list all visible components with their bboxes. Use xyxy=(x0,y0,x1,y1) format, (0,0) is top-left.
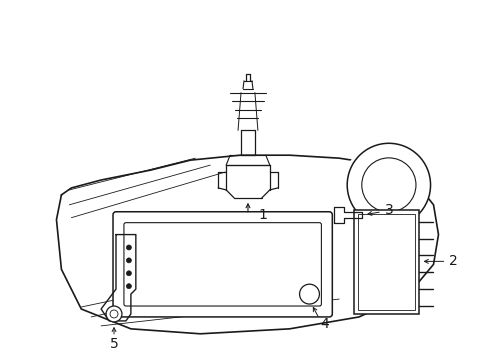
Text: 5: 5 xyxy=(109,337,118,351)
Text: 1: 1 xyxy=(258,208,267,222)
Bar xyxy=(357,214,414,310)
Circle shape xyxy=(126,271,131,276)
FancyBboxPatch shape xyxy=(123,223,321,306)
Circle shape xyxy=(361,158,415,212)
Circle shape xyxy=(106,306,122,322)
Wedge shape xyxy=(344,140,433,207)
Circle shape xyxy=(126,284,131,289)
Circle shape xyxy=(126,258,131,263)
Bar xyxy=(353,210,418,314)
Text: 2: 2 xyxy=(448,255,457,268)
Text: 4: 4 xyxy=(319,317,328,331)
Circle shape xyxy=(110,310,118,318)
FancyBboxPatch shape xyxy=(113,212,332,317)
Circle shape xyxy=(126,245,131,250)
Circle shape xyxy=(346,143,429,227)
Text: 3: 3 xyxy=(384,203,392,217)
Circle shape xyxy=(299,284,319,304)
